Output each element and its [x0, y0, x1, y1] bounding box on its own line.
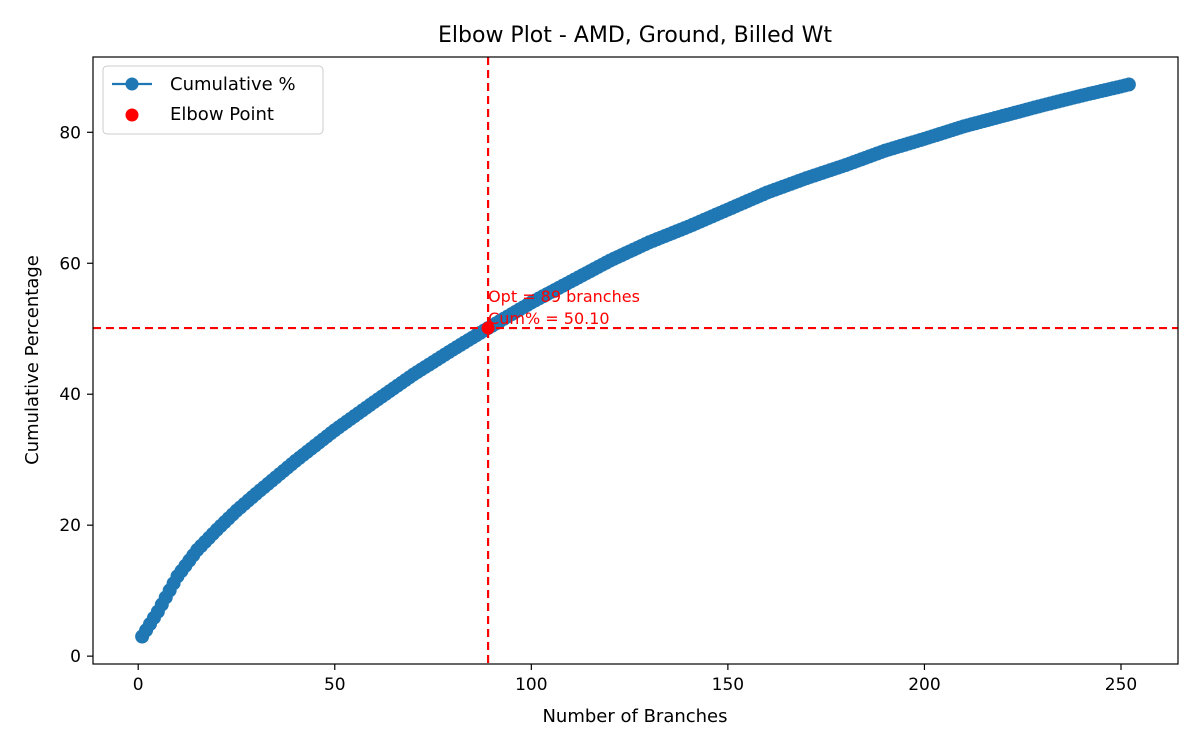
y-axis-ticks: 0 20 40 60 80 [59, 123, 93, 667]
elbow-annotation-line2: Cum% = 50.10 [488, 309, 609, 328]
y-tick-label: 80 [59, 123, 81, 143]
x-axis-ticks: 0 50 100 150 200 250 [133, 664, 1137, 695]
legend-label-cumulative: Cumulative % [170, 74, 296, 95]
y-tick-label: 0 [70, 647, 81, 667]
legend-label-elbow: Elbow Point [170, 104, 274, 125]
legend: Cumulative % Elbow Point [102, 65, 324, 135]
x-tick-label: 100 [515, 675, 547, 695]
x-axis-label: Number of Branches [542, 706, 727, 727]
legend-box [102, 65, 324, 135]
elbow-annotation-line1: Opt = 89 branches [488, 287, 640, 306]
x-tick-label: 0 [133, 675, 144, 695]
x-tick-label: 200 [908, 675, 940, 695]
y-tick-label: 40 [59, 385, 81, 405]
reference-lines-layer [93, 57, 1178, 664]
chart-title: Elbow Plot - AMD, Ground, Billed Wt [438, 23, 832, 48]
y-axis-label: Cumulative Percentage [22, 255, 43, 465]
x-tick-label: 50 [324, 675, 346, 695]
x-tick-label: 150 [712, 675, 744, 695]
legend-elbow-swatch [125, 108, 139, 122]
plot-frame [92, 56, 1179, 665]
y-tick-label: 60 [59, 254, 81, 274]
elbow-point-marker [481, 321, 495, 335]
y-tick-label: 20 [59, 516, 81, 536]
cumulative-point [1121, 77, 1136, 92]
x-tick-label: 250 [1105, 675, 1137, 695]
legend-marker-swatch [125, 77, 139, 91]
